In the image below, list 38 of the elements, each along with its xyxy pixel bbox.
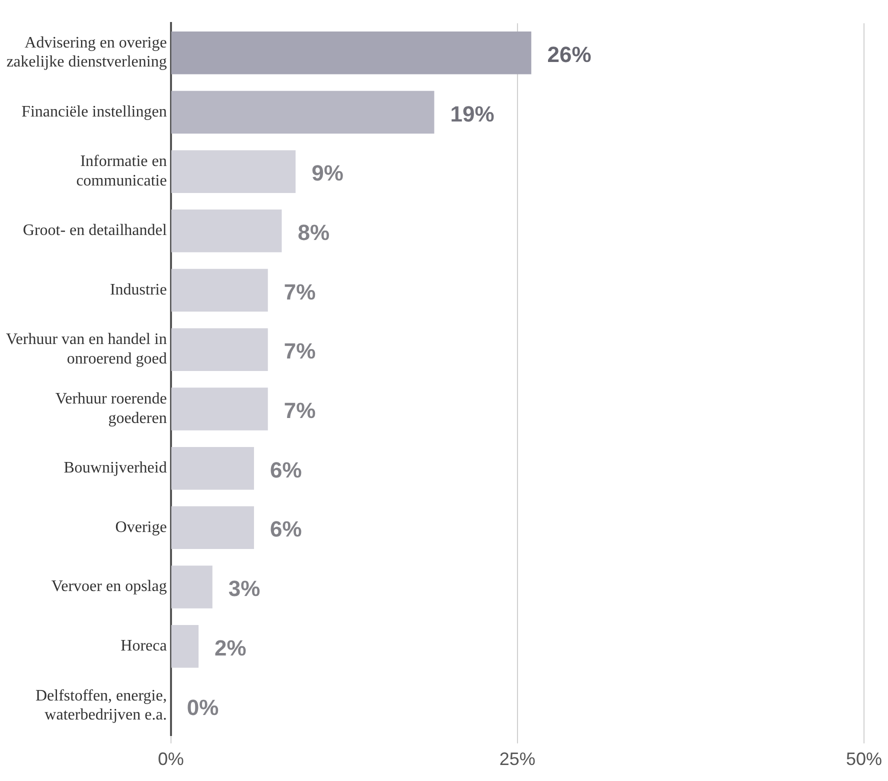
bar [171,268,268,312]
data-label: 26% [547,42,592,67]
data-label: 8% [298,220,330,245]
bar [171,625,199,668]
bar [171,388,268,430]
y-tick-label: Vervoer en opslag [51,578,167,596]
data-label: 0% [186,694,219,720]
y-tick-label: Overige [115,518,167,536]
data-label: 19% [450,101,494,126]
data-label: 2% [214,635,246,660]
y-tick-label: Financiële instellingen [22,103,167,120]
y-tick-label: Groot- en detailhandel [22,222,168,240]
y-tick-label: Verhuur roerende goederen [55,390,167,427]
data-label: 6% [270,516,302,542]
y-tick-label: Industrie [110,281,167,298]
x-tick-label: 25% [499,749,536,770]
data-label: 9% [312,160,344,186]
data-label: 7% [284,398,316,424]
bar [171,90,434,134]
data-label: 3% [228,576,260,602]
y-tick-label: Horeca [120,638,167,655]
bar [171,32,532,74]
bar [171,210,282,252]
data-label: 7% [284,338,316,364]
bar [171,506,254,550]
data-label: 6% [270,457,302,482]
x-tick-label: 0% [158,749,184,770]
y-tick-label: Delfstoffen, energie, waterbedrijven e.a. [35,687,167,724]
y-tick-label: Advisering en overige zakelijke dienstverlening [6,34,167,71]
bar [171,328,268,371]
bar [171,566,212,608]
bar [171,150,296,193]
x-tick-label: 50% [846,749,882,770]
data-label: 7% [284,279,316,304]
y-tick-label: Verhuur van en handel in onroerend goed [6,331,167,368]
bar [171,446,254,490]
y-tick-label: Bouwnijverheid [64,460,167,477]
y-tick-label: Informatie en communicatie [76,153,167,190]
